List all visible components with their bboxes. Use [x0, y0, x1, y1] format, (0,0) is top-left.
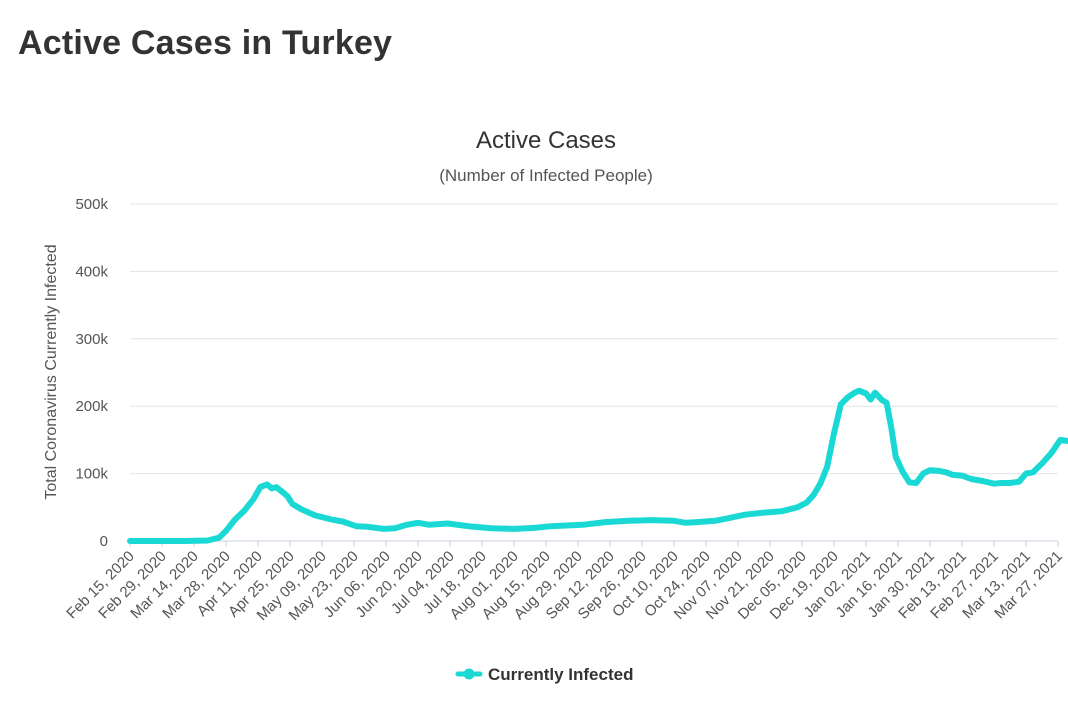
y-tick-label: 0	[100, 533, 108, 550]
y-tick-label: 400k	[75, 263, 108, 280]
y-tick-label: 100k	[75, 466, 108, 483]
y-tick-label: 300k	[75, 331, 108, 348]
series-layer	[127, 255, 1068, 544]
legend-label: Currently Infected	[488, 665, 633, 684]
page-heading: Active Cases in Turkey	[18, 24, 393, 62]
series-line-currently-infected[interactable]	[127, 255, 1068, 544]
gridlines	[130, 203, 1058, 542]
y-tick-label: 200k	[75, 398, 108, 415]
legend-swatch-marker	[463, 668, 475, 680]
y-axis-label: Total Coronavirus Currently Infected	[43, 244, 60, 499]
legend[interactable]: Currently Infected	[455, 665, 633, 684]
y-axis-ticks: 0 100k 200k 300k 400k 500k	[75, 196, 108, 550]
chart-title: Active Cases	[476, 127, 616, 154]
y-tick-label: 500k	[75, 196, 108, 213]
chart-subtitle: (Number of Infected People)	[439, 166, 653, 185]
